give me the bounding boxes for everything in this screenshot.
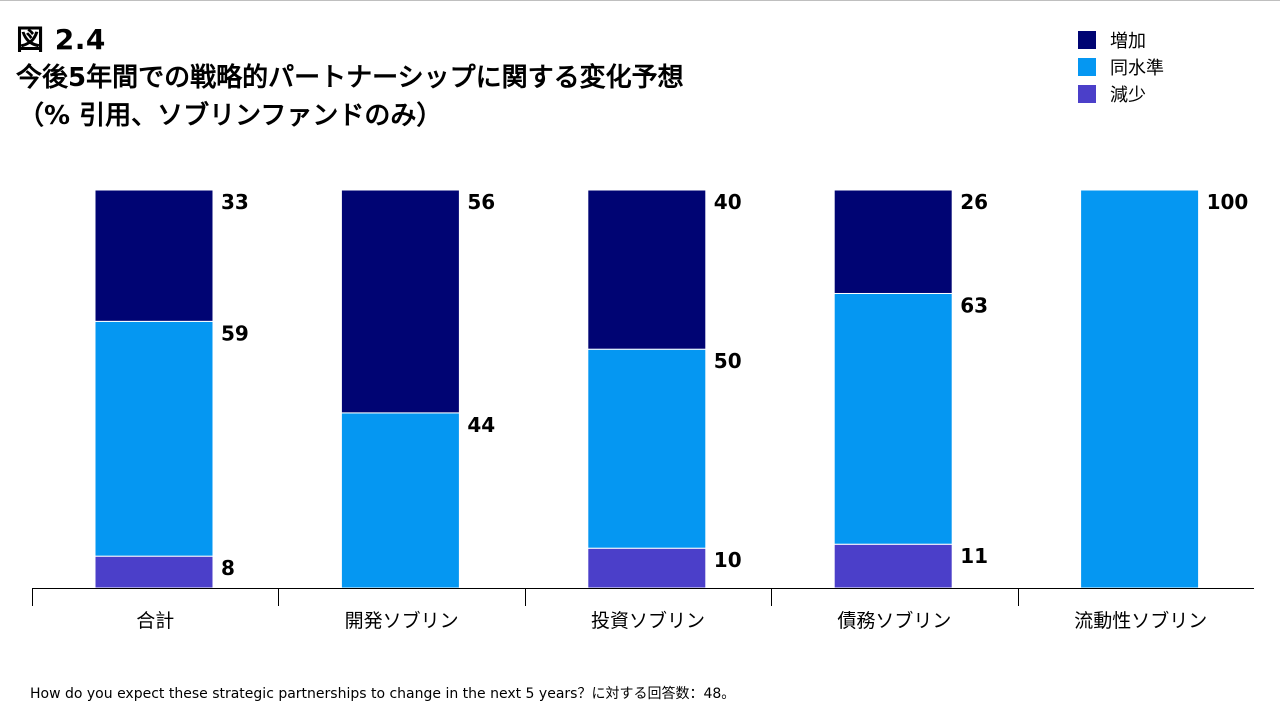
figure-label: 図 2.4 — [16, 23, 106, 56]
x-tick-label-4: 流動性ソブリン — [1074, 609, 1207, 632]
data-label-increase-1: 56 — [467, 190, 495, 214]
legend: 増加 同水準 減少 — [1078, 26, 1164, 107]
chart-subtitle: （% 引用、ソブリンファンドのみ） — [18, 101, 443, 131]
bar-same-1 — [340, 412, 460, 589]
footnote: How do you expect these strategic partne… — [30, 686, 736, 702]
data-label-decrease-3: 11 — [960, 544, 988, 568]
bar-decrease-0 — [94, 555, 214, 589]
x-tick-label-1: 開発ソブリン — [345, 609, 459, 632]
legend-item-decrease: 減少 — [1078, 80, 1164, 107]
data-label-increase-3: 26 — [960, 190, 988, 214]
data-label-same-0: 59 — [221, 321, 249, 345]
data-label-decrease-0: 8 — [221, 556, 235, 580]
data-label-same-2: 50 — [714, 349, 742, 373]
data-label-same-4: 100 — [1207, 190, 1249, 214]
bar-increase-1 — [340, 189, 460, 414]
bar-same-3 — [833, 292, 953, 545]
bar-increase-2 — [587, 189, 707, 350]
legend-item-increase: 増加 — [1078, 26, 1164, 53]
bar-increase-0 — [94, 189, 214, 322]
x-tick-label-0: 合計 — [136, 610, 174, 632]
bar-increase-3 — [833, 189, 953, 294]
legend-swatch-same — [1078, 57, 1096, 76]
data-label-increase-0: 33 — [221, 190, 249, 214]
legend-swatch-decrease — [1078, 84, 1096, 103]
legend-label-same: 同水準 — [1110, 57, 1164, 79]
x-tick-label-3: 債務ソブリン — [837, 609, 951, 632]
legend-swatch-increase — [1078, 30, 1096, 49]
bar-decrease-3 — [833, 543, 953, 589]
legend-label-increase: 増加 — [1110, 30, 1146, 52]
data-label-increase-2: 40 — [714, 190, 742, 214]
bar-same-2 — [587, 348, 707, 549]
data-label-same-1: 44 — [467, 413, 495, 437]
top-rule — [0, 0, 1280, 1]
data-label-same-3: 63 — [960, 293, 988, 317]
bar-same-0 — [94, 320, 214, 557]
bar-decrease-2 — [587, 547, 707, 589]
bar-same-4 — [1080, 189, 1200, 589]
x-tick-label-2: 投資ソブリン — [591, 609, 705, 632]
data-label-decrease-2: 10 — [714, 548, 742, 572]
legend-label-decrease: 減少 — [1110, 84, 1146, 106]
chart-title: 今後5年間での戦略的パートナーシップに関する変化予想 — [16, 63, 684, 93]
legend-item-same: 同水準 — [1078, 53, 1164, 80]
